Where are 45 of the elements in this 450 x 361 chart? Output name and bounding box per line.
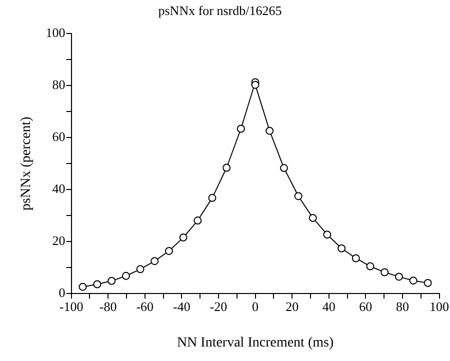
point bbox=[222, 164, 231, 172]
x-tick-label: -100 bbox=[59, 298, 84, 314]
point bbox=[352, 254, 360, 262]
point bbox=[323, 230, 332, 239]
point bbox=[179, 233, 188, 242]
x-tick-label: -20 bbox=[210, 298, 228, 314]
x-tick-label: 60 bbox=[359, 298, 372, 314]
point bbox=[150, 257, 159, 266]
y-tick-label: 20 bbox=[52, 233, 66, 248]
point bbox=[294, 192, 302, 200]
x-tick-label: 40 bbox=[322, 298, 336, 314]
point bbox=[280, 164, 288, 172]
point bbox=[108, 276, 116, 285]
y-tick-label: 40 bbox=[52, 181, 66, 196]
point bbox=[266, 126, 274, 135]
point bbox=[380, 268, 389, 276]
point bbox=[424, 278, 432, 287]
x-tick-label: -60 bbox=[136, 298, 154, 314]
chart-title: psNNx for nsrdb/16265 bbox=[158, 3, 282, 18]
x-tick-label: 100 bbox=[430, 298, 449, 314]
x-axis-title: NN Interval Increment (ms) bbox=[176, 335, 334, 350]
x-tick-label: 20 bbox=[286, 298, 299, 314]
point bbox=[122, 272, 130, 280]
point bbox=[251, 80, 260, 89]
point bbox=[308, 214, 317, 222]
x-tick-label: -80 bbox=[99, 298, 117, 314]
y-tick-label: 100 bbox=[46, 25, 66, 40]
point bbox=[394, 272, 403, 281]
x-tick-label: 0 bbox=[252, 298, 259, 314]
point bbox=[409, 276, 418, 285]
y-axis-title: psNNx (percent) bbox=[19, 116, 34, 210]
point bbox=[338, 244, 346, 252]
y-tick-label: 60 bbox=[52, 129, 66, 144]
point bbox=[208, 194, 216, 202]
point bbox=[194, 216, 202, 225]
y-tick-label: 80 bbox=[52, 77, 66, 92]
point bbox=[136, 265, 144, 274]
point bbox=[164, 246, 173, 255]
x-tick-label: -40 bbox=[173, 298, 190, 314]
y-tick-label: 0 bbox=[58, 285, 66, 300]
point bbox=[78, 282, 87, 291]
point bbox=[366, 262, 374, 270]
x-tick-label: 80 bbox=[396, 298, 409, 314]
point bbox=[93, 280, 102, 288]
point bbox=[236, 124, 245, 133]
